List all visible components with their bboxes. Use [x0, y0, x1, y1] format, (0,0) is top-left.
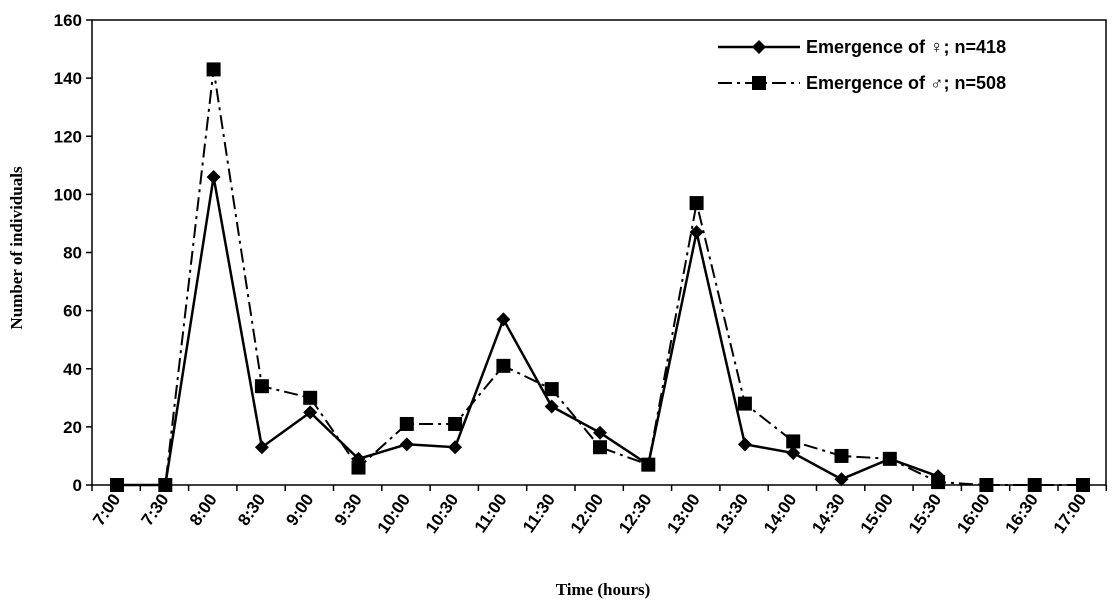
x-axis-title: Time (hours) [556, 580, 651, 599]
data-point-male [544, 382, 559, 397]
data-point-male [931, 475, 946, 490]
series-line-female [117, 176, 939, 487]
data-point-female [786, 446, 801, 461]
legend: Emergence of ♀; n=418 Emergence of ♂; n=… [718, 37, 1006, 93]
y-tick-label: 80 [63, 244, 82, 263]
x-tick-label: 9:00 [282, 490, 317, 529]
data-point-female [254, 440, 269, 455]
x-tick-label: 10:00 [374, 490, 415, 537]
data-point-male [641, 457, 656, 472]
data-point-male [689, 196, 704, 211]
data-point-female [448, 440, 463, 455]
x-tick-label: 13:30 [712, 490, 753, 537]
y-tick-label: 60 [63, 302, 82, 321]
legend-marker-male-square [752, 76, 766, 90]
y-tick-label: 40 [63, 360, 82, 379]
series-line-male [117, 69, 1083, 486]
x-tick-label: 7:00 [89, 490, 124, 529]
data-point-female [737, 437, 752, 452]
x-tick-label: 17:00 [1050, 490, 1091, 537]
x-tick-label: 11:30 [519, 490, 559, 536]
x-tick-label: 8:30 [234, 490, 269, 529]
data-point-female [496, 312, 511, 327]
x-tick-label: 15:30 [905, 490, 946, 537]
x-axis-ticks: 7:00 7:30 8:00 8:30 9:00 9:30 10:00 10:30 11:00 1… [89, 485, 1108, 537]
data-point-male [882, 451, 897, 466]
data-point-male [786, 434, 801, 449]
data-point-female [593, 425, 607, 440]
legend-label-female: Emergence of ♀; n=418 [806, 37, 1006, 57]
x-tick-label: 14:30 [808, 490, 849, 537]
data-point-female [399, 437, 414, 452]
x-tick-label: 9:30 [331, 490, 366, 529]
x-tick-label: 10:30 [422, 490, 463, 537]
x-tick-label: 16:00 [953, 490, 994, 537]
data-point-male [399, 416, 414, 431]
data-point-male [254, 379, 269, 394]
data-point-male [737, 396, 752, 411]
data-point-male [351, 460, 366, 475]
data-point-female [689, 225, 704, 240]
data-point-female [206, 169, 221, 184]
y-axis-ticks: 0 20 40 60 80 100 120 140 160 [54, 11, 92, 495]
x-tick-label: 12:30 [615, 490, 656, 537]
y-tick-label: 20 [63, 418, 82, 437]
legend-label-male: Emergence of ♂; n=508 [806, 73, 1006, 93]
x-tick-label: 14:00 [760, 490, 801, 537]
x-tick-label: 7:30 [137, 490, 172, 529]
data-point-female [303, 405, 318, 420]
y-tick-label: 100 [54, 185, 82, 204]
legend-marker-female-diamond [752, 40, 766, 54]
x-tick-label: 11:00 [471, 490, 511, 536]
axes [91, 19, 1107, 486]
data-point-male [496, 358, 511, 373]
data-point-male [448, 416, 463, 431]
x-tick-label: 12:00 [567, 490, 608, 537]
data-point-male [593, 440, 607, 455]
y-axis-title: Number of individuals [7, 166, 26, 330]
data-point-female [834, 472, 849, 487]
y-tick-label: 140 [54, 69, 82, 88]
y-tick-label: 160 [54, 11, 82, 30]
series-layer [110, 62, 1090, 492]
plot-frame [91, 19, 1107, 486]
x-tick-label: 13:00 [663, 490, 704, 537]
data-point-male [834, 448, 849, 463]
y-tick-label: 0 [73, 476, 82, 495]
x-tick-label: 15:00 [857, 490, 898, 537]
data-point-male [206, 62, 221, 77]
x-tick-label: 16:30 [1001, 490, 1042, 537]
data-point-male [303, 390, 318, 405]
y-tick-label: 120 [54, 127, 82, 146]
x-tick-label: 8:00 [186, 490, 221, 529]
data-point-female [544, 399, 559, 414]
